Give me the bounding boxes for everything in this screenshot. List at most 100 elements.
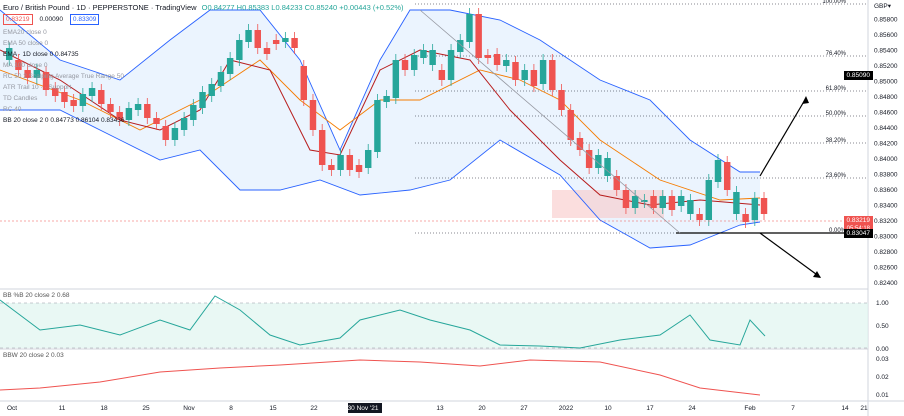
price-axis-label: 0.85000 (874, 79, 898, 86)
legend-item[interactable]: BB 20 close 2 0 0.84773 0.86104 0.83436 (3, 117, 125, 124)
candle-body (61, 92, 68, 102)
bid-box[interactable]: 0.83219 (3, 14, 33, 25)
candle-body (760, 198, 768, 214)
candle-body (751, 198, 759, 220)
legend-item[interactable]: EMA 50 close 0 (3, 40, 49, 47)
candle-body (705, 180, 713, 220)
price-axis-label: 0.85600 (874, 32, 898, 39)
time-axis-label: 13 (436, 405, 444, 412)
candlestick-series (6, 8, 768, 228)
candle-body (613, 176, 620, 190)
candle-body (549, 60, 556, 90)
candle-body (420, 50, 427, 58)
price-axis-label: 0.84000 (874, 156, 898, 163)
candle-body (328, 165, 335, 170)
candle-body (595, 155, 602, 168)
spread-box: 0.00090 (39, 16, 63, 23)
price-axis-label: 0.84600 (874, 110, 898, 117)
bbw-axis-label: 0.03 (876, 356, 889, 363)
bbpct-axis-label: 1.00 (876, 300, 889, 307)
time-axis-label: Nov (183, 405, 195, 412)
candle-body (364, 150, 372, 168)
candle-body (530, 70, 538, 86)
candle-body (291, 38, 298, 48)
time-axis-label: 2022 (559, 405, 574, 412)
candle-body (79, 94, 87, 106)
legend-item[interactable]: EMA20 close 0 (3, 29, 47, 36)
down-arrow-head (813, 271, 821, 278)
candle-body (714, 160, 722, 182)
candle-body (622, 190, 630, 208)
time-axis-label: 22 (310, 405, 318, 412)
candle-body (503, 60, 510, 66)
candle-body (171, 128, 179, 140)
price-axis-label: 0.84800 (874, 94, 898, 101)
candle-body (263, 48, 271, 54)
legend-item[interactable]: EMA · 1D close 0 0.84735 (3, 51, 79, 58)
candle-body (558, 90, 565, 110)
level-tag: 0.85090 (843, 71, 873, 80)
legend-item[interactable]: RC 40 (3, 106, 22, 113)
time-axis-label: 18 (100, 405, 108, 412)
price-axis-label: 0.84200 (874, 141, 898, 148)
bbw-axis-label: 0.02 (876, 374, 889, 381)
candle-body (374, 100, 381, 152)
up-arrow-line (759, 97, 807, 177)
candle-body (52, 88, 59, 96)
fib-level-label: 0.00% (829, 228, 847, 234)
legend-item[interactable]: TD Candles (3, 95, 38, 102)
candle-body (484, 55, 492, 58)
candle-body (300, 66, 307, 100)
candle-body (521, 70, 528, 80)
fib-level-label: 38.20% (826, 138, 847, 144)
price-axis-label: 0.83800 (874, 172, 898, 179)
symbol-title[interactable]: Euro / British Pound · 1D · PEPPERSTONE … (3, 3, 197, 12)
price-axis-label: 0.83600 (874, 187, 898, 194)
candle-body (6, 48, 13, 60)
candle-body (392, 60, 400, 98)
candle-body (355, 165, 363, 172)
time-axis-label: 7 (791, 405, 795, 412)
candle-body (153, 118, 160, 124)
candle-body (687, 200, 694, 214)
fib-level-label: 100.00% (822, 0, 846, 5)
ask-box[interactable]: 0.83309 (69, 14, 100, 25)
candle-body (475, 14, 482, 58)
legend-item[interactable]: MA 100 close 0 (3, 62, 48, 69)
candle-body (134, 104, 142, 110)
time-axis-label: 24 (688, 405, 696, 412)
candle-body (254, 30, 261, 48)
candle-body (631, 196, 639, 208)
legend-item[interactable]: ATR Trail 10 · · Support (3, 84, 72, 91)
candle-body (236, 40, 243, 60)
candle-body (309, 100, 317, 130)
legend-item[interactable]: RC 50 2 Scalping Average True Range 50 (3, 73, 124, 80)
bb-lower-band (0, 109, 761, 249)
candle-body (696, 214, 703, 220)
candle-body (401, 60, 409, 70)
ema-line (0, 49, 761, 206)
quote-boxes: 0.83219 0.00090 0.83309 (3, 14, 102, 25)
bbpct-label: BB %B 20 close 2 0.68 (3, 292, 70, 299)
bb-upper-band (0, 9, 760, 173)
candle-body (668, 196, 676, 210)
bbpct-line (0, 295, 766, 349)
candle-body (677, 196, 685, 206)
candle-body (226, 58, 234, 74)
time-axis-label: Feb (744, 405, 756, 412)
candle-body (98, 90, 105, 104)
candle-body (125, 108, 133, 120)
time-axis-label: 25 (142, 405, 150, 412)
candle-body (70, 100, 77, 106)
bb-basis-line (0, 59, 761, 201)
bbw-axis-label: 0.01 (876, 392, 889, 399)
indicator-legend: EMA20 close 0 EMA 50 close 0 EMA · 1D clos… (3, 27, 124, 126)
candle-body (245, 30, 252, 42)
candle-body (733, 192, 740, 214)
candle-body (24, 70, 31, 78)
candle-body (88, 88, 96, 96)
down-arrow-line (759, 232, 821, 278)
time-cursor-tag (348, 403, 382, 413)
bbpct-axis-label: 0.00 (876, 346, 889, 353)
